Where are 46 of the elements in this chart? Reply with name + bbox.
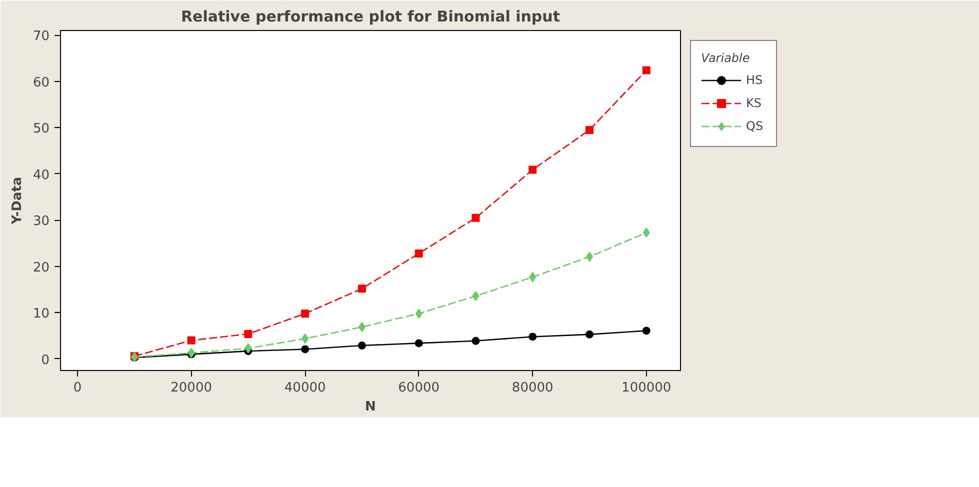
legend-label: HS (746, 73, 764, 87)
point (301, 310, 310, 318)
point (642, 326, 650, 335)
y-tick-label: 20 (32, 260, 50, 276)
point (585, 126, 594, 134)
point (415, 308, 422, 319)
x-tick-label: 100000 (622, 380, 672, 396)
chart-title: Relative performance plot for Binomial input (181, 8, 560, 26)
legend-label: KS (746, 96, 762, 110)
point (188, 348, 195, 358)
point (244, 343, 252, 354)
y-tick-label: 60 (32, 75, 50, 90)
point (472, 336, 480, 345)
point (414, 339, 423, 348)
point (472, 214, 480, 222)
y-axis-title: Y-Data (10, 176, 25, 226)
y-tick-label: 30 (32, 214, 50, 230)
y-tick-label: 70 (32, 29, 50, 44)
point (301, 345, 310, 354)
y-tick-label: 40 (32, 168, 50, 183)
x-tick-label: 60000 (398, 380, 440, 396)
point (187, 336, 196, 344)
point (529, 272, 536, 282)
legend-title: Variable (701, 51, 751, 65)
point (302, 334, 309, 344)
y-tick-label: 0 (41, 352, 50, 368)
legend-label: QS (746, 119, 764, 133)
point (358, 342, 366, 350)
point (358, 284, 366, 293)
x-tick-label: 20000 (170, 380, 212, 396)
point (244, 330, 252, 338)
point (528, 332, 537, 341)
x-axis-title: N (365, 400, 376, 414)
y-tick-label: 50 (32, 122, 50, 137)
point (642, 228, 650, 238)
point (528, 166, 537, 174)
point (472, 291, 480, 302)
point (585, 330, 594, 338)
x-tick-label: 40000 (284, 380, 326, 396)
x-tick-label: 0 (73, 380, 82, 396)
point (358, 322, 366, 332)
point (642, 66, 650, 74)
x-tick-label: 80000 (512, 380, 554, 396)
point (586, 252, 593, 262)
point (414, 249, 423, 258)
y-tick-label: 10 (32, 306, 50, 322)
